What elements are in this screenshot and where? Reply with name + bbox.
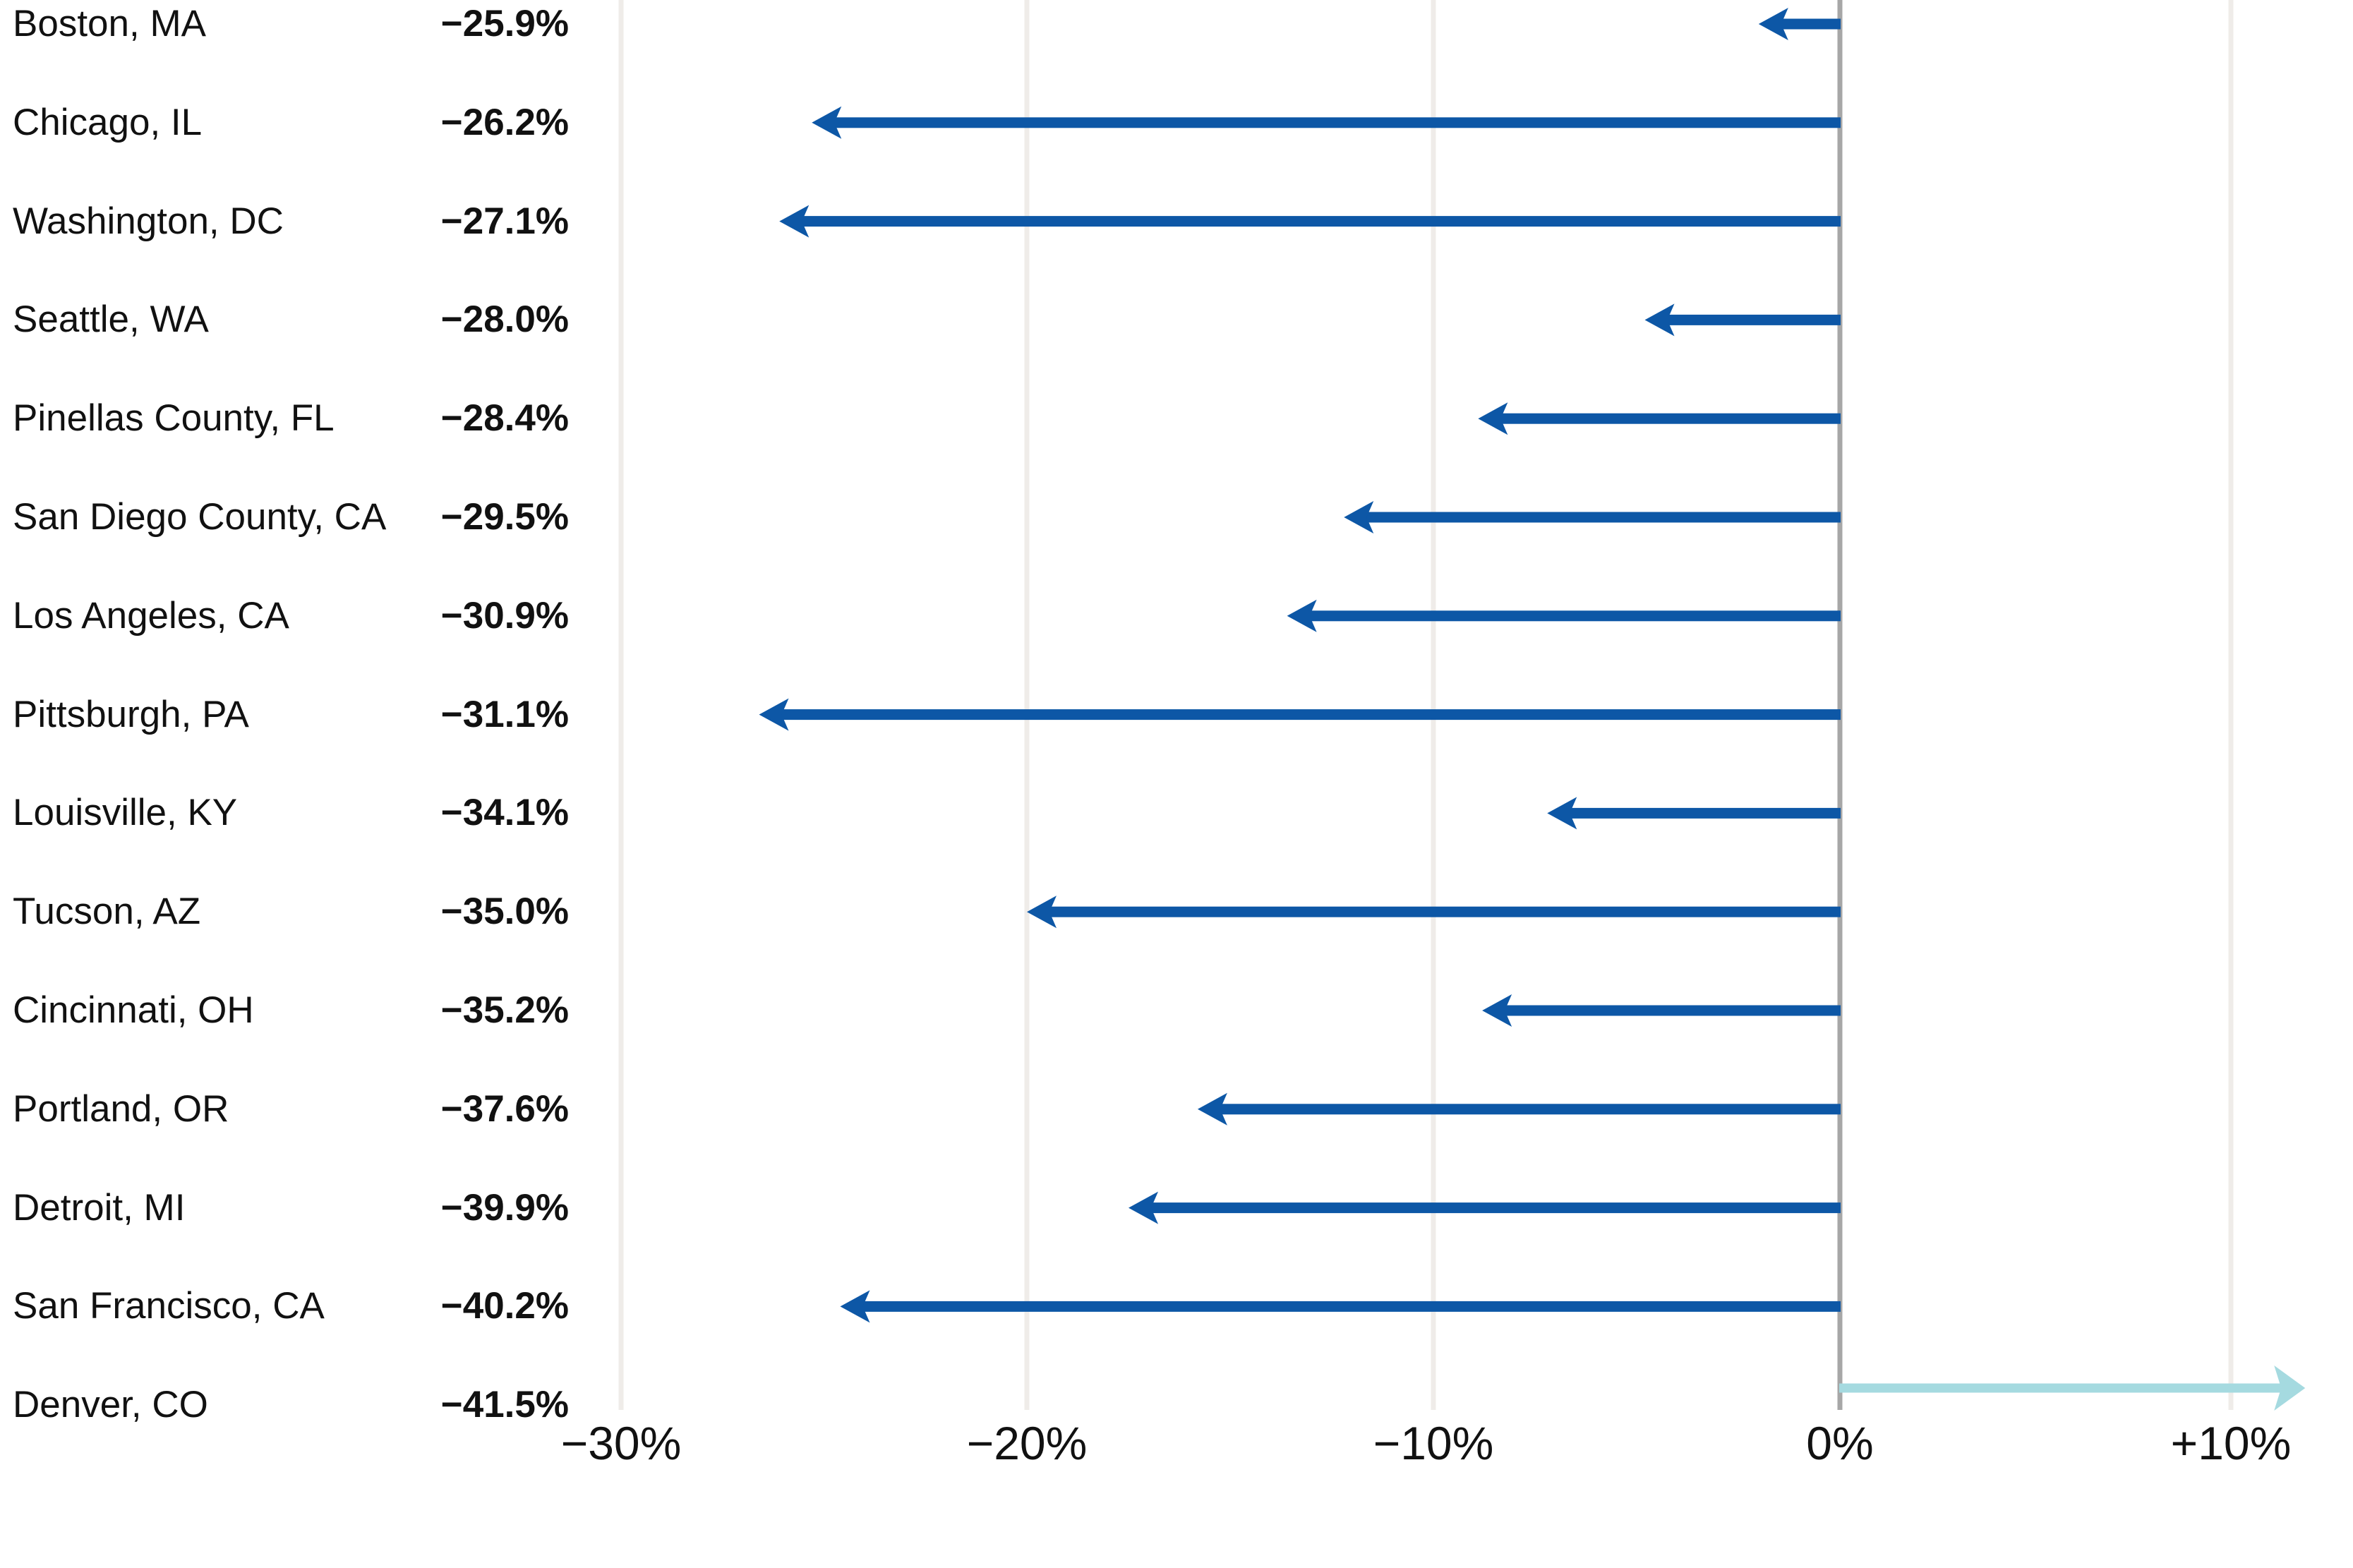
arrow-pinellas-county-fl <box>1478 402 1841 435</box>
row-value-label: −28.0% <box>440 298 569 341</box>
row-city-label: Portland, OR <box>13 1087 229 1130</box>
arrow-shaft <box>801 216 1841 227</box>
arrow-chicago-il <box>812 106 1841 139</box>
gridline <box>1024 0 1030 1410</box>
row-city-label: Boston, MA <box>13 3 206 44</box>
row-city-label: Cincinnati, OH <box>13 989 254 1031</box>
row-value-label: −30.9% <box>440 594 569 637</box>
arrow-head <box>2274 1365 2306 1411</box>
row-value-label: −35.2% <box>440 989 569 1031</box>
gridline <box>2228 0 2234 1410</box>
gridline <box>618 0 624 1410</box>
row-value-label: −39.9% <box>440 1186 569 1229</box>
row-value-label: −29.5% <box>440 496 569 538</box>
arrow-head <box>1478 402 1508 435</box>
arrow-head <box>1547 797 1577 830</box>
row-city-label: Chicago, IL <box>13 101 203 143</box>
x-axis-tick-label: −20% <box>966 1417 1088 1469</box>
arrow-head <box>1129 1191 1158 1224</box>
arrow-shaft <box>1308 610 1841 622</box>
arrow-head <box>1344 501 1374 533</box>
arrow-head <box>812 106 842 139</box>
arrow-head <box>1197 1092 1227 1126</box>
arrow-washington-dc <box>779 205 1841 238</box>
row-value-label: −31.1% <box>440 693 569 735</box>
arrow-head <box>1758 8 1788 40</box>
arrow-shaft <box>1839 1383 2282 1393</box>
row-city-label: Los Angeles, CA <box>13 594 289 637</box>
arrow-head <box>1482 994 1512 1027</box>
arrow-portland-or <box>1197 1092 1841 1126</box>
arrow-shaft <box>1666 314 1841 325</box>
row-value-label: −26.2% <box>440 101 569 143</box>
arrow-shaft <box>1049 906 1841 917</box>
row-city-label: Louisville, KY <box>13 792 238 834</box>
arrow-head <box>1644 303 1675 337</box>
row-value-label: −40.2% <box>440 1285 569 1327</box>
arrow-tucson-az <box>1027 895 1841 929</box>
zero-baseline <box>1837 0 1843 1410</box>
arrow-san-diego-county-ca <box>1344 501 1841 533</box>
arrow-denver-co <box>1839 1365 2306 1411</box>
arrow-head <box>1287 599 1317 632</box>
arrow-shaft <box>1500 413 1841 424</box>
arrow-boston-ma <box>1758 8 1841 40</box>
arrow-los-angeles-ca <box>1287 599 1841 632</box>
row-city-label: San Francisco, CA <box>13 1285 325 1327</box>
row-city-label: San Diego County, CA <box>13 496 387 538</box>
arrow-detroit-mi <box>1129 1191 1841 1224</box>
arrow-shaft <box>1150 1202 1841 1214</box>
arrow-louisville-ky <box>1547 797 1841 830</box>
row-city-label: Denver, CO <box>13 1384 208 1426</box>
arrow-cincinnati-oh <box>1482 994 1841 1027</box>
row-value-label: −35.0% <box>440 891 569 933</box>
arrow-shaft <box>1569 807 1841 819</box>
arrow-san-francisco-ca <box>840 1290 1841 1323</box>
arrow-head <box>779 205 810 238</box>
arrow-shaft <box>834 117 1841 128</box>
x-axis-tick-label: −10% <box>1373 1417 1494 1469</box>
row-value-label: −37.6% <box>440 1087 569 1130</box>
row-value-label: −28.4% <box>440 397 569 440</box>
row-value-label: −27.1% <box>440 200 569 242</box>
arrow-head <box>759 698 789 731</box>
arrow-shaft <box>1504 1005 1841 1016</box>
arrow-head <box>1027 895 1057 929</box>
row-value-label: −34.1% <box>440 792 569 834</box>
gridline <box>1431 0 1436 1410</box>
arrow-shaft <box>1219 1104 1841 1115</box>
x-axis-tick-label: 0% <box>1806 1417 1874 1469</box>
row-city-label: Seattle, WA <box>13 298 209 341</box>
x-axis-tick-label: −30% <box>560 1417 682 1469</box>
row-value-label: −25.9% <box>440 3 569 44</box>
arrow-shaft <box>862 1301 1841 1312</box>
arrow-seattle-wa <box>1644 303 1841 337</box>
x-axis-tick-label: +10% <box>2170 1417 2292 1469</box>
arrow-shaft <box>1366 512 1841 523</box>
row-city-label: Detroit, MI <box>13 1186 186 1229</box>
row-city-label: Pittsburgh, PA <box>13 693 249 735</box>
arrow-pittsburgh-pa <box>759 698 1841 731</box>
row-city-label: Pinellas County, FL <box>13 397 335 440</box>
row-city-label: Tucson, AZ <box>13 891 201 933</box>
arrow-head <box>840 1290 870 1323</box>
arrow-shaft <box>781 709 1841 720</box>
arrow-shaft <box>1780 18 1841 30</box>
row-value-label: −41.5% <box>440 1384 569 1426</box>
row-city-label: Washington, DC <box>13 200 284 242</box>
